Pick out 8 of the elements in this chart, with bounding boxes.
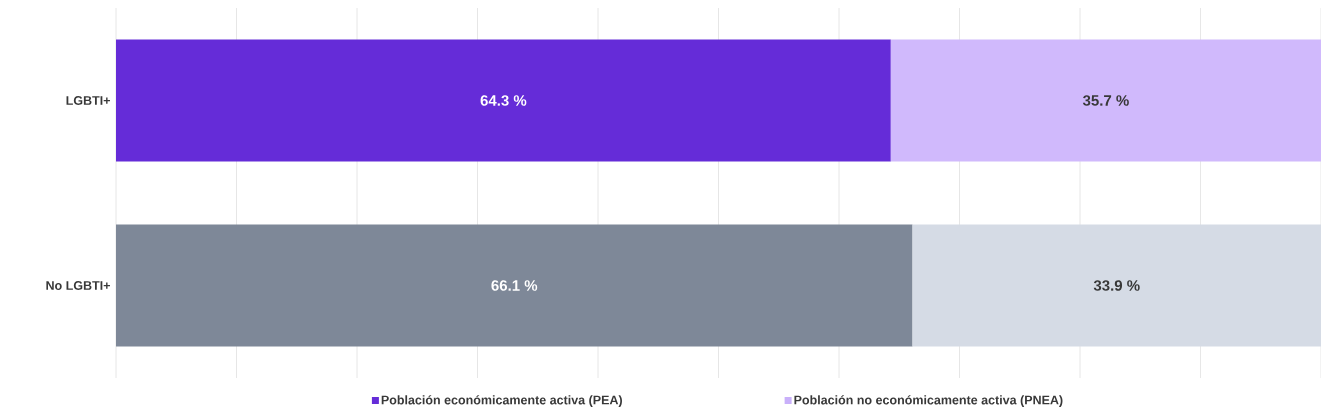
data-label: 35.7 %: [1082, 95, 1129, 106]
y-tick-label: LGBTI+: [66, 96, 110, 105]
y-tick-label: No LGBTI+: [46, 281, 110, 290]
data-label: 66.1 %: [491, 280, 538, 291]
legend-label: Población no económicamente activa (PNEA): [794, 395, 1063, 407]
data-label: 33.9 %: [1093, 280, 1140, 291]
legend-label: Población económicamente activa (PEA): [381, 395, 622, 407]
data-label: 64.3 %: [480, 95, 527, 106]
